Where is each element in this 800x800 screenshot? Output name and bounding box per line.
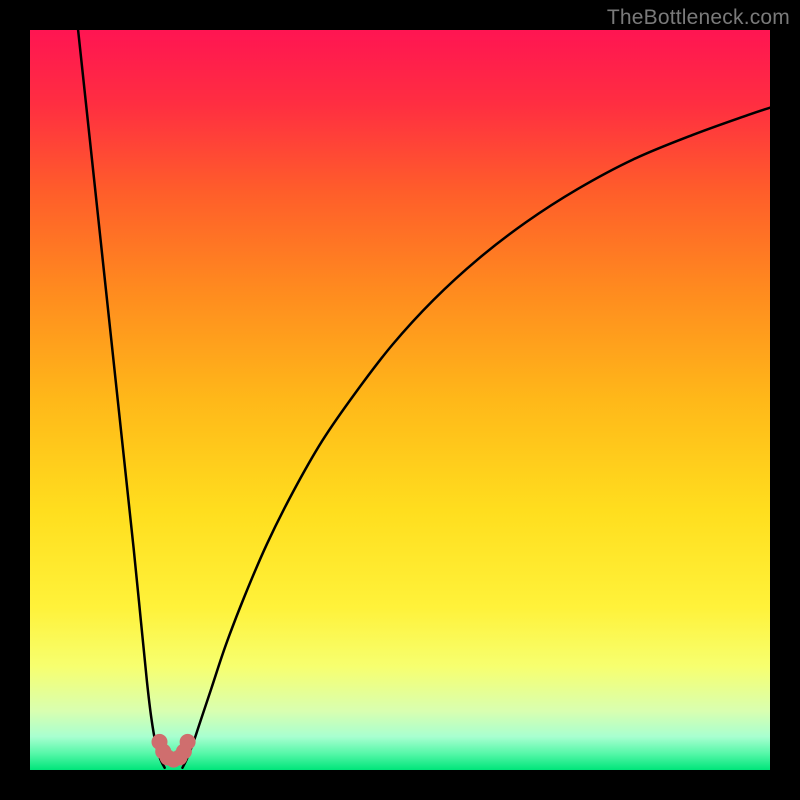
plot-area	[30, 30, 770, 770]
bottleneck-curve-chart	[0, 0, 800, 800]
chart-container: TheBottleneck.com	[0, 0, 800, 800]
watermark-text: TheBottleneck.com	[607, 6, 790, 30]
valley-marker-dot	[180, 734, 196, 750]
